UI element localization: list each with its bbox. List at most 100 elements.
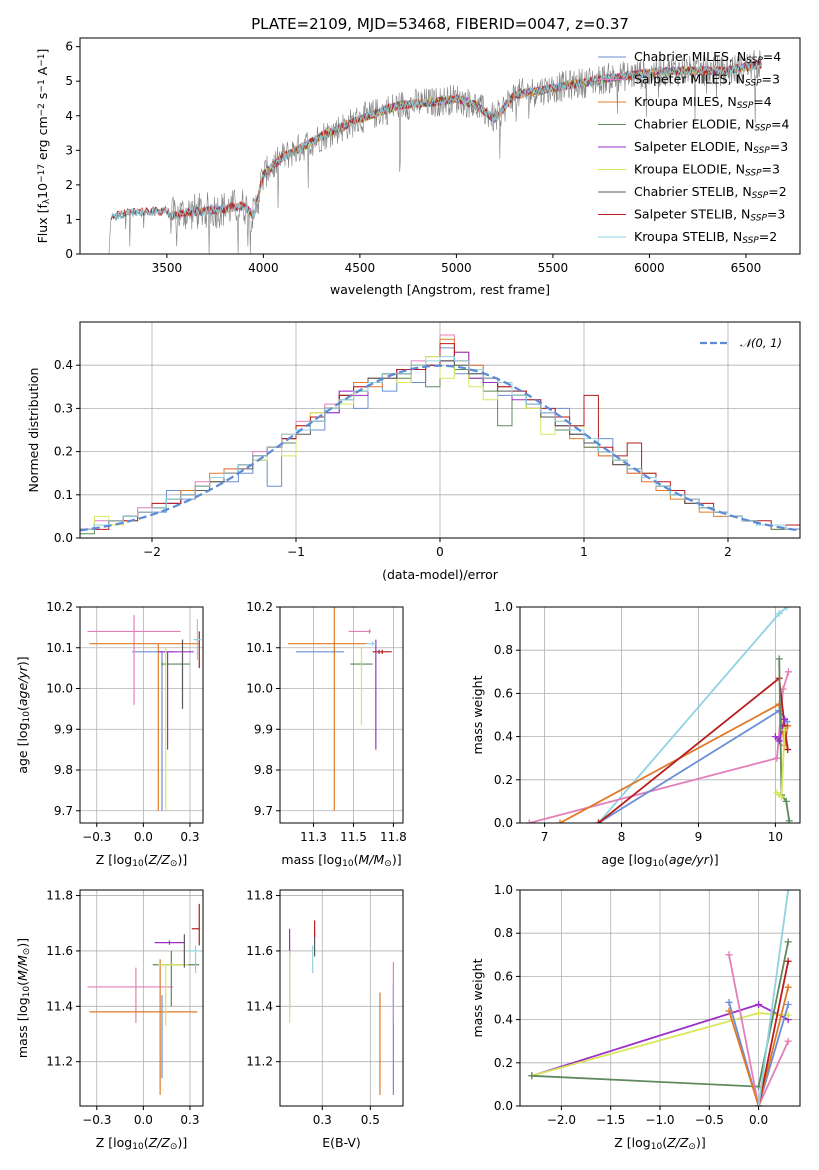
label-segment: =3 bbox=[762, 162, 780, 177]
y-axis-label: mass weight bbox=[470, 675, 485, 754]
weight-line bbox=[757, 961, 790, 1106]
y-tick-label: 11.4 bbox=[46, 999, 73, 1013]
label-segment: Z/Z bbox=[666, 1135, 689, 1150]
y-tick-label: 10.0 bbox=[246, 682, 273, 696]
y-tick-label: 0.4 bbox=[494, 730, 513, 744]
y-tick-label: 10.2 bbox=[246, 600, 273, 614]
plot-area bbox=[525, 607, 793, 823]
legend-label: Chabrier STELIB, NSSP=2 bbox=[634, 184, 787, 201]
x-axis-label: (data-model)/error bbox=[382, 567, 499, 582]
y-tick-label: 0.6 bbox=[494, 686, 513, 700]
y-tick-label: 11.6 bbox=[46, 944, 73, 958]
label-segment: −17 bbox=[37, 164, 47, 183]
y-tick-label: 0.8 bbox=[494, 926, 513, 940]
label-segment: s bbox=[35, 93, 50, 104]
x-tick-label: 0.3 bbox=[180, 830, 199, 844]
weight-marker bbox=[784, 938, 792, 946]
label-segment: Flux [f bbox=[35, 204, 50, 244]
label-segment: −1 bbox=[37, 79, 47, 92]
error-bar-point bbox=[188, 945, 200, 974]
label-segment: ( bbox=[144, 852, 149, 867]
label-segment: ] bbox=[35, 49, 50, 54]
label-segment: ⊙ bbox=[384, 859, 392, 869]
label-segment: )] bbox=[177, 852, 187, 867]
x-tick-label: 6500 bbox=[731, 261, 762, 275]
y-tick-label: 10.0 bbox=[46, 682, 73, 696]
label-segment: E(B-V) bbox=[322, 1135, 361, 1150]
label-segment: SSP bbox=[746, 56, 763, 66]
y-tick-label: 1.0 bbox=[494, 883, 513, 897]
weight-line bbox=[757, 890, 790, 1106]
x-axis-label: Z [log10(Z/Z⊙)] bbox=[614, 1135, 705, 1152]
label-segment: N bbox=[745, 117, 754, 132]
legend-label: Chabrier MILES, NSSP=4 bbox=[634, 49, 781, 66]
label-segment: N bbox=[736, 72, 745, 87]
axes-frame bbox=[79, 606, 204, 824]
x-tick-label: 0 bbox=[436, 545, 444, 559]
label-segment: Chabrier MILES, bbox=[634, 49, 737, 64]
label-segment: 10 bbox=[22, 711, 32, 723]
label-segment: 10 bbox=[35, 183, 50, 199]
y-tick-label: 1 bbox=[65, 212, 73, 226]
weight-marker bbox=[784, 668, 792, 676]
label-segment: ⊙ bbox=[170, 1142, 178, 1152]
weight-marker bbox=[785, 817, 793, 823]
chart-panel-6: 0.3 0.5 11.2 11.4 11.6 11.8 E(B-V) bbox=[246, 889, 404, 1150]
label-segment: )] bbox=[392, 852, 402, 867]
x-tick-label: 0.0 bbox=[134, 1113, 153, 1127]
error-bar-point bbox=[161, 661, 190, 667]
weight-marker bbox=[782, 797, 790, 805]
x-tick-label: 11.5 bbox=[340, 830, 367, 844]
label-segment: N bbox=[733, 229, 742, 244]
label-segment: 10 bbox=[132, 1142, 144, 1152]
x-tick-label: 2 bbox=[724, 545, 732, 559]
label-segment: M/M bbox=[15, 955, 30, 981]
weight-marker bbox=[783, 607, 791, 611]
x-axis-label: E(B-V) bbox=[322, 1135, 361, 1150]
weight-line bbox=[597, 676, 789, 823]
x-tick-label: 9 bbox=[695, 830, 703, 844]
label-segment: )] bbox=[15, 656, 30, 666]
label-segment: 10 bbox=[132, 859, 144, 869]
label-segment: Kroupa ELODIE, bbox=[634, 162, 736, 177]
label-segment: M/M bbox=[359, 852, 385, 867]
x-tick-label: 8 bbox=[618, 830, 626, 844]
weight-marker bbox=[755, 1000, 763, 1008]
label-segment: Z/Z bbox=[148, 852, 171, 867]
label-segment: Chabrier ELODIE, bbox=[634, 117, 745, 132]
label-segment: λ bbox=[42, 198, 52, 204]
error-bar-point bbox=[366, 641, 376, 646]
weight-marker bbox=[775, 737, 783, 745]
y-tick-label: 0.2 bbox=[494, 773, 513, 787]
weight-line bbox=[598, 709, 788, 823]
label-segment: =2 bbox=[759, 229, 777, 244]
x-tick-label: 0.5 bbox=[361, 1113, 380, 1127]
x-tick-label: 11.3 bbox=[300, 830, 327, 844]
error-bar-point bbox=[158, 964, 189, 1026]
label-segment: ⊙ bbox=[170, 859, 178, 869]
x-tick-label: 7 bbox=[541, 830, 549, 844]
x-tick-label: 4000 bbox=[248, 261, 279, 275]
weight-marker bbox=[784, 1037, 792, 1045]
y-tick-label: 0.4 bbox=[494, 1013, 513, 1027]
error-bar-point bbox=[89, 959, 198, 1095]
y-tick-label: 9.9 bbox=[254, 722, 273, 736]
legend-label: Salpeter STELIB, NSSP=3 bbox=[634, 207, 785, 224]
label-segment: ( bbox=[15, 706, 30, 711]
label-segment: Chabrier STELIB, bbox=[634, 184, 742, 199]
y-tick-label: 0.2 bbox=[54, 445, 73, 459]
y-axis-label: mass weight bbox=[470, 958, 485, 1037]
y-tick-label: 0.0 bbox=[54, 531, 73, 545]
weight-line bbox=[728, 986, 790, 1106]
error-bar-point bbox=[191, 903, 200, 946]
label-segment: SSP bbox=[745, 169, 762, 179]
x-tick-label: 10 bbox=[768, 830, 783, 844]
y-tick-label: 5 bbox=[65, 74, 73, 88]
x-tick-label: −1 bbox=[287, 545, 305, 559]
label-segment: Salpeter ELODIE, bbox=[634, 139, 744, 154]
figure-title: PLATE=2109, MJD=53468, FIBERID=0047, z=0… bbox=[251, 15, 629, 33]
label-segment: ( bbox=[15, 981, 30, 986]
weight-marker bbox=[556, 819, 564, 823]
x-tick-label: −2.0 bbox=[547, 1113, 576, 1127]
error-bar-point bbox=[372, 649, 392, 654]
